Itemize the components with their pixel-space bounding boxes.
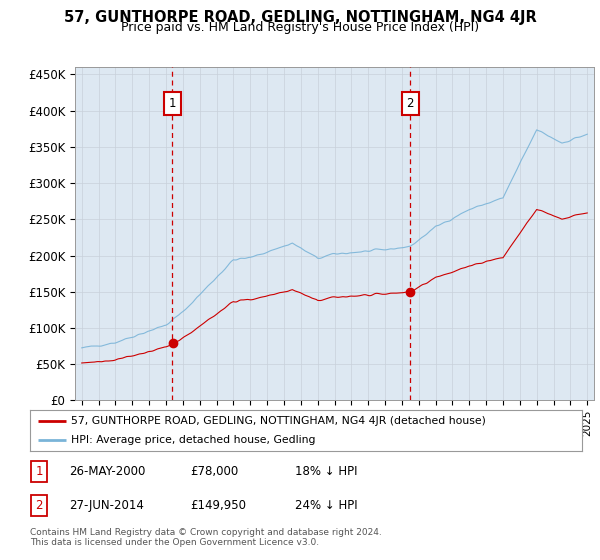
Text: Price paid vs. HM Land Registry's House Price Index (HPI): Price paid vs. HM Land Registry's House …	[121, 21, 479, 34]
Text: 27-JUN-2014: 27-JUN-2014	[68, 499, 143, 512]
Text: 26-MAY-2000: 26-MAY-2000	[68, 465, 145, 478]
Text: 2: 2	[406, 97, 414, 110]
Text: 1: 1	[169, 97, 176, 110]
Text: 2: 2	[35, 499, 43, 512]
Text: £78,000: £78,000	[190, 465, 238, 478]
Text: 18% ↓ HPI: 18% ↓ HPI	[295, 465, 358, 478]
Text: Contains HM Land Registry data © Crown copyright and database right 2024.
This d: Contains HM Land Registry data © Crown c…	[30, 528, 382, 547]
Text: 57, GUNTHORPE ROAD, GEDLING, NOTTINGHAM, NG4 4JR (detached house): 57, GUNTHORPE ROAD, GEDLING, NOTTINGHAM,…	[71, 417, 486, 426]
Text: HPI: Average price, detached house, Gedling: HPI: Average price, detached house, Gedl…	[71, 435, 316, 445]
Text: £149,950: £149,950	[190, 499, 246, 512]
Text: 24% ↓ HPI: 24% ↓ HPI	[295, 499, 358, 512]
Text: 57, GUNTHORPE ROAD, GEDLING, NOTTINGHAM, NG4 4JR: 57, GUNTHORPE ROAD, GEDLING, NOTTINGHAM,…	[64, 10, 536, 25]
Text: 1: 1	[35, 465, 43, 478]
